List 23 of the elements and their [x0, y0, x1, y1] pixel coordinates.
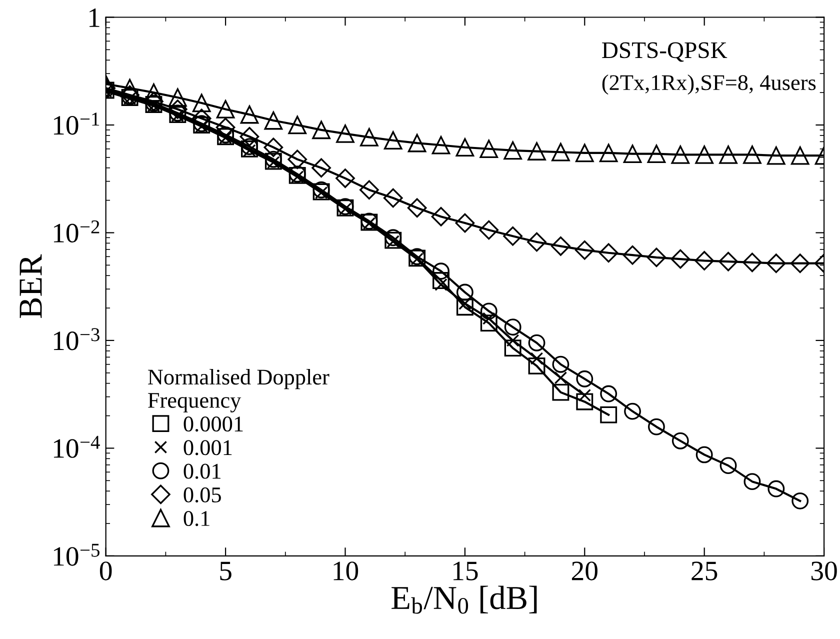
y-tick-label: 10$^{−4}$: [54, 436, 100, 458]
x-axis-title: E$_{b}$/N$_{0}$ [dB]: [392, 586, 537, 614]
annotation: DSTS-QPSK: [602, 42, 728, 62]
legend-label: 0.1: [184, 511, 210, 526]
x-tick-label: 30: [811, 562, 837, 580]
y-tick-label: 10$^{−5}$: [54, 544, 100, 566]
y-tick-label: 10$^{−3}$: [54, 328, 100, 350]
legend-label: 0.01: [184, 464, 220, 479]
y-axis-title: BER: [20, 254, 42, 318]
legend-title: Normalised Doppler Frequency: [148, 368, 330, 412]
x-tick-label: 15: [453, 562, 478, 580]
y-tick-label: 1: [90, 8, 100, 27]
y-tick-label: 10$^{−1}$: [54, 112, 100, 135]
legend-label: 0.05: [184, 487, 221, 503]
x-tick-label: 5: [220, 562, 232, 580]
x-tick-label: 25: [692, 562, 718, 580]
legend-label: 0.001: [184, 440, 232, 456]
x-tick-label: 10: [334, 562, 358, 580]
x-tick-label: 0: [100, 562, 112, 580]
y-tick-label: 10$^{−2}$: [54, 220, 100, 242]
legend-label: 0.0001: [184, 416, 243, 432]
x-tick-label: 20: [572, 562, 598, 580]
annotation: (2Tx,1Rx),SF=8, 4users: [602, 74, 816, 95]
